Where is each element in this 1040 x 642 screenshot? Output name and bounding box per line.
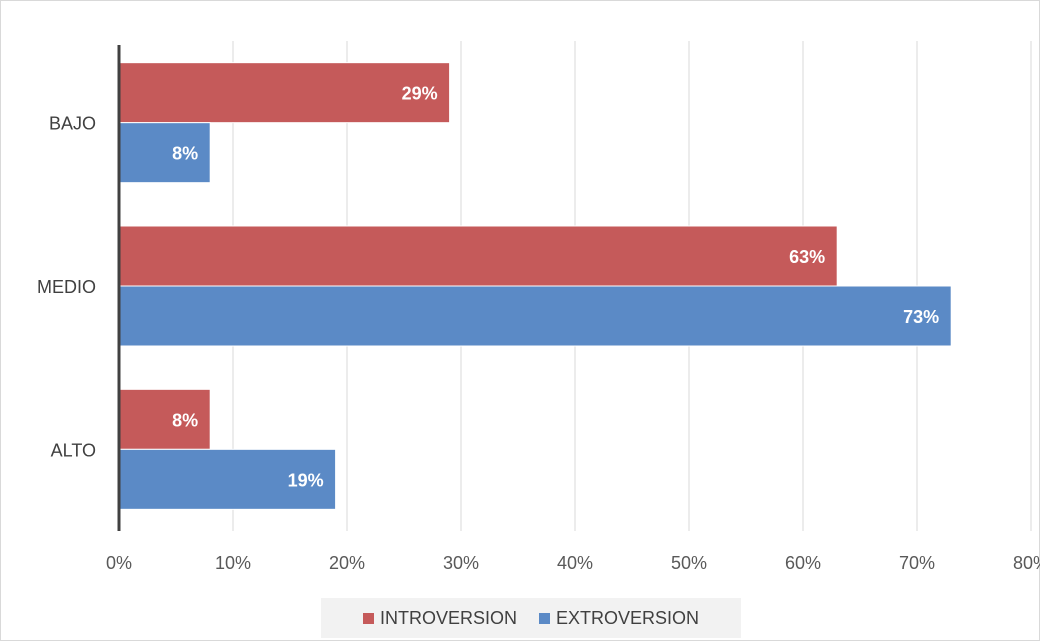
bar-extroversion-medio [118, 285, 952, 347]
bar-introversion-medio [118, 225, 838, 287]
data-label: 73% [903, 307, 939, 327]
legend-swatch-introversion [362, 612, 374, 624]
x-tick-label: 30% [443, 553, 479, 573]
data-label: 63% [789, 247, 825, 267]
x-tick-label: 80% [1013, 553, 1040, 573]
x-tick-label: 20% [329, 553, 365, 573]
category-label-bajo: BAJO [49, 114, 96, 134]
category-label-medio: MEDIO [37, 277, 96, 297]
legend-label-introversion: INTROVERSION [379, 607, 517, 628]
bar-introversion-alto [118, 388, 211, 450]
x-tick-label: 50% [671, 553, 707, 573]
x-tick-label: 70% [899, 553, 935, 573]
legend-item-introversion: INTROVERSION [362, 607, 517, 629]
data-label: 29% [402, 84, 438, 104]
x-tick-label: 0% [106, 553, 132, 573]
bar-introversion-bajo [118, 62, 451, 124]
data-label: 19% [288, 470, 324, 490]
data-label: 8% [172, 410, 198, 430]
legend-item-extroversion: EXTROVERSION [538, 607, 700, 629]
legend-swatch-extroversion [538, 612, 550, 624]
x-tick-label: 60% [785, 553, 821, 573]
x-tick-label: 10% [215, 553, 251, 573]
x-tick-label: 40% [557, 553, 593, 573]
data-label: 8% [172, 144, 198, 164]
bar-extroversion-alto [118, 448, 337, 510]
legend-label-extroversion: EXTROVERSION [555, 607, 700, 628]
category-label-alto: ALTO [51, 440, 96, 460]
legend: INTROVERSION EXTROVERSION [321, 598, 741, 638]
